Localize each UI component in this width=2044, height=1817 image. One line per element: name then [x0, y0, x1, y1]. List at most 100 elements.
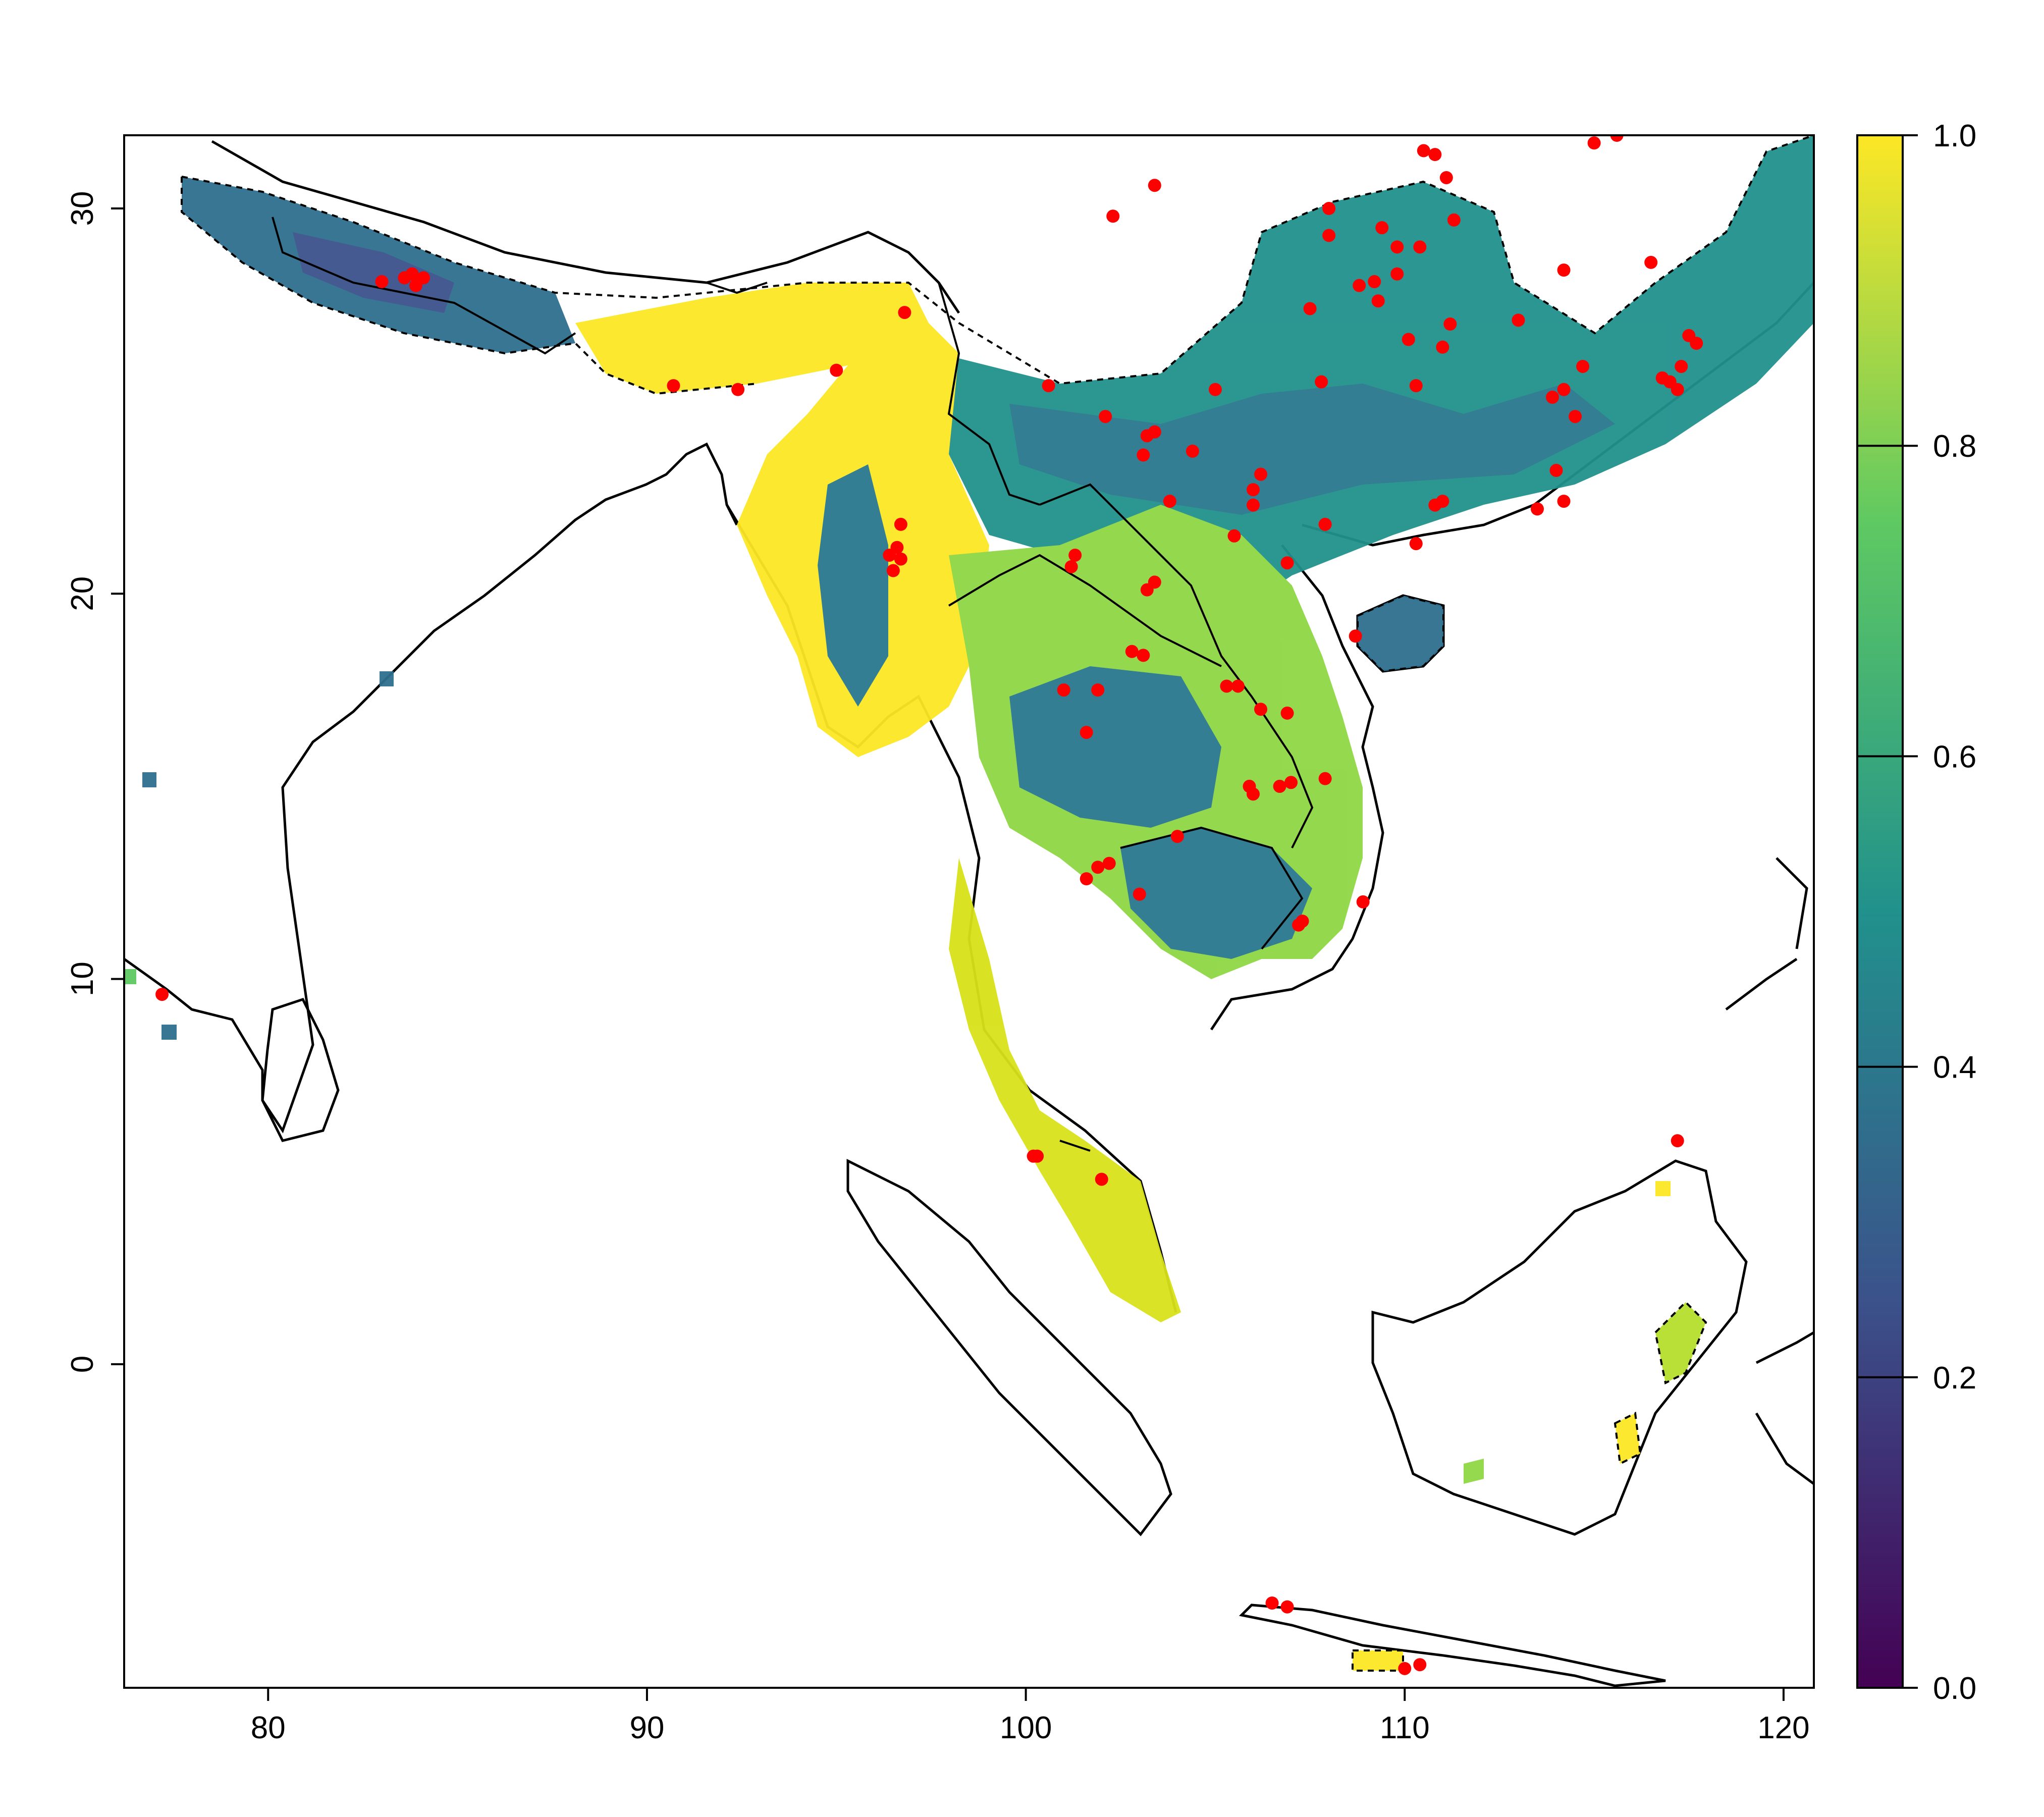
occurrence-point: [1091, 683, 1105, 697]
coastline-sri-lanka: [261, 997, 340, 1142]
x-tick-label: 90: [629, 1711, 664, 1745]
occurrence-point: [1247, 498, 1260, 512]
occurrence-point: [1413, 240, 1427, 254]
occurrence-point: [1322, 202, 1336, 216]
occurrence-point: [1137, 649, 1150, 662]
occurrence-point: [1247, 483, 1260, 497]
occurrence-point: [1125, 645, 1139, 658]
border-thailand: [948, 554, 1222, 667]
occurrence-point: [1099, 410, 1112, 423]
occurrence-point: [1557, 263, 1571, 277]
occurrence-point: [1671, 1134, 1684, 1148]
occurrence-point: [1247, 787, 1260, 801]
occurrence-point: [1428, 148, 1442, 162]
occurrence-point: [1220, 679, 1233, 693]
occurrence-point: [1356, 895, 1370, 908]
occurrence-point: [1265, 1596, 1279, 1610]
colorbar-gradient: [1856, 134, 1904, 1689]
raster-india-e: [380, 671, 394, 686]
occurrence-point: [1417, 144, 1430, 157]
border-nepal: [272, 217, 576, 355]
occurrence-point: [1280, 556, 1294, 570]
raster-china-south-mid: [1009, 384, 1615, 515]
occurrence-point: [894, 517, 907, 531]
occurrence-point: [1064, 560, 1078, 573]
occurrence-point: [1027, 1149, 1040, 1163]
occurrence-point: [830, 363, 843, 377]
occurrence-point: [155, 988, 169, 1001]
occurrence-point: [1413, 1658, 1427, 1672]
borneo: [1371, 1159, 1748, 1536]
x-tick-label: 100: [1000, 1711, 1052, 1745]
occurrence-point: [1208, 383, 1222, 396]
occurrence-point: [1186, 444, 1199, 458]
raster-sabah: [1655, 1181, 1671, 1196]
occurrence-point: [1133, 887, 1146, 901]
border-bhutan: [706, 282, 768, 294]
x-axis: 80 90 100 110 120: [251, 1688, 1810, 1745]
occurrence-point: [1280, 706, 1294, 720]
x-tick-label: 110: [1380, 1711, 1430, 1745]
x-tick-label: 120: [1757, 1711, 1809, 1745]
colorbar-tick-label: 0.4: [1933, 1050, 1976, 1085]
occurrence-point: [1095, 1172, 1108, 1186]
occurrence-point: [1690, 337, 1703, 350]
occurrence-point: [1068, 548, 1082, 562]
occurrence-point: [1322, 229, 1336, 242]
occurrence-point: [1409, 537, 1423, 551]
occurrence-point: [1148, 179, 1161, 192]
occurrence-point: [1390, 240, 1404, 254]
occurrence-point: [890, 541, 904, 554]
y-tick-label: 10: [65, 961, 100, 996]
raster-india-w: [142, 772, 156, 787]
y-tick-label: 20: [65, 576, 100, 611]
occurrence-point: [1057, 683, 1070, 697]
philippines: [1725, 857, 1808, 1010]
raster-himalaya-west-dark: [293, 232, 454, 313]
himalaya-boundary: [211, 140, 960, 314]
suitability-raster: [124, 135, 1814, 1671]
occurrence-point: [1140, 583, 1154, 597]
occurrence-point: [1576, 359, 1590, 373]
y-tick-label: 30: [65, 191, 100, 226]
occurrence-point: [1371, 294, 1385, 308]
occurrence-point: [1436, 495, 1449, 508]
raster-borneo-east: [1655, 1302, 1706, 1383]
occurrence-point: [1280, 1600, 1294, 1614]
occurrence-point: [1436, 340, 1449, 354]
occurrence-point: [1102, 857, 1116, 870]
coastline-india: [124, 442, 738, 1134]
occurrence-point: [1402, 333, 1415, 346]
occurrence-point: [1148, 425, 1161, 439]
border-laos: [1039, 483, 1314, 848]
occurrence-point: [1318, 517, 1332, 531]
border-peninsula: [1059, 1140, 1091, 1152]
occurrence-point: [1273, 779, 1286, 793]
raster-borneo-south: [1464, 1459, 1484, 1484]
occurrence-point: [1091, 861, 1105, 874]
occurrence-point: [417, 271, 431, 285]
raster-sw-india-2: [162, 1025, 177, 1040]
occurrence-point: [1398, 1662, 1412, 1675]
colorbar: 0.0 0.2 0.4 0.6 0.8 1.0: [1856, 119, 1976, 1706]
occurrence-point: [886, 564, 900, 577]
occurrence-point: [1443, 317, 1457, 331]
occurrence-point: [1170, 830, 1184, 843]
occurrence-point: [1587, 136, 1601, 150]
occurrence-point: [1080, 726, 1093, 739]
occurrence-point: [894, 552, 907, 566]
colorbar-ticks: 0.0 0.2 0.4 0.6 0.8 1.0: [1857, 119, 1976, 1706]
occurrence-point: [1137, 448, 1150, 462]
colorbar-tick-label: 0.0: [1933, 1671, 1976, 1706]
occurrence-point: [1409, 379, 1423, 393]
occurrence-point: [1318, 772, 1332, 785]
plot-frame: [123, 134, 1815, 1689]
raster-peninsula: [949, 858, 1181, 1322]
colorbar-tick-label: 0.6: [1933, 739, 1976, 774]
y-tick-label: 0: [65, 1356, 100, 1373]
raster-sw-india: [124, 969, 136, 984]
map-panel: [124, 135, 1814, 1687]
occurrence-point: [1227, 529, 1241, 543]
occurrence-point: [1080, 872, 1093, 886]
